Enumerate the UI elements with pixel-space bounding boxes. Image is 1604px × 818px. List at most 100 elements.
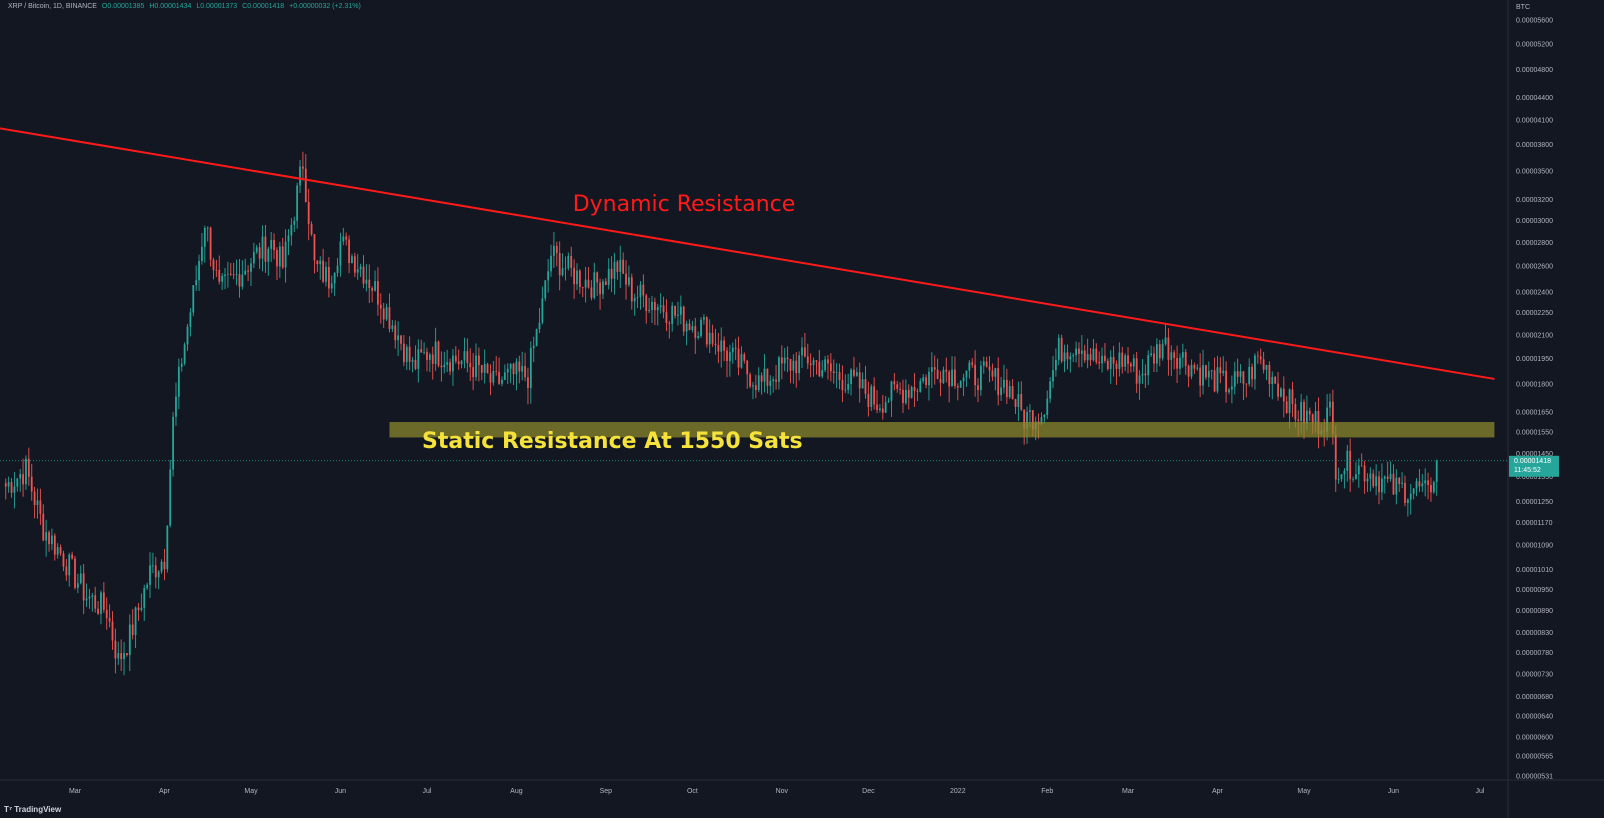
- candle-body: [593, 272, 596, 298]
- candle-body: [783, 357, 786, 364]
- candle-body: [590, 287, 593, 298]
- candle-body: [985, 361, 988, 367]
- candle-body: [1063, 352, 1066, 362]
- candle-body: [391, 325, 394, 329]
- candle-body: [1242, 371, 1245, 384]
- candle-body: [1415, 481, 1418, 489]
- candle-body: [512, 363, 515, 375]
- tradingview-logo[interactable]: T⁷ TradingView: [4, 805, 61, 814]
- candle-body: [316, 260, 319, 265]
- candle-body: [694, 326, 697, 338]
- candle-body: [88, 596, 91, 599]
- candle-body: [1412, 488, 1415, 494]
- candle-body: [379, 304, 382, 309]
- dynamic-resistance-line: [0, 127, 1495, 380]
- candle-body: [829, 363, 832, 372]
- candle-body: [267, 248, 270, 262]
- candle-body: [636, 297, 639, 298]
- candle-body: [4, 483, 7, 487]
- candle-body: [472, 367, 475, 377]
- candle-body: [792, 360, 795, 371]
- candle-body: [428, 354, 431, 360]
- candle-body: [85, 598, 88, 601]
- candle-body: [163, 561, 166, 570]
- candle-body: [420, 349, 423, 353]
- candle-body: [801, 347, 803, 356]
- candle-body: [685, 323, 688, 332]
- candle-body: [278, 246, 281, 267]
- candle-body: [192, 285, 195, 313]
- candle-body: [827, 359, 829, 364]
- candle-body: [714, 343, 717, 345]
- price-tick-label: 0.00002250: [1516, 310, 1553, 317]
- candle-body: [1210, 370, 1213, 372]
- candle-body: [535, 329, 538, 346]
- candle-body: [160, 561, 163, 572]
- candle-body: [1101, 355, 1103, 364]
- candle-body: [290, 224, 293, 236]
- candle-body: [789, 359, 792, 371]
- candle-body: [1158, 344, 1161, 359]
- candle-body: [515, 361, 518, 375]
- candle-body: [607, 268, 610, 286]
- candle-body: [1179, 357, 1181, 369]
- static-resistance-label: Static Resistance At 1550 Sats: [422, 429, 803, 454]
- candle-body: [131, 624, 134, 636]
- candle-body: [1216, 367, 1219, 392]
- candle-body: [45, 532, 48, 541]
- candle-body: [503, 372, 506, 380]
- candle-body: [544, 280, 547, 299]
- candle-body: [362, 266, 365, 284]
- candle-body: [1173, 352, 1176, 358]
- brand-label: TradingView: [14, 805, 62, 814]
- candle-body: [760, 375, 763, 382]
- candle-body: [824, 359, 826, 371]
- candle-body: [359, 266, 362, 270]
- candle-body: [1138, 375, 1141, 384]
- candle-body: [143, 588, 146, 608]
- candle-body: [610, 268, 613, 279]
- candle-body: [818, 361, 821, 377]
- candle-body: [56, 547, 59, 555]
- candle-body: [172, 416, 174, 470]
- candle-body: [423, 351, 425, 353]
- candle-body: [749, 374, 751, 387]
- candles-layer: [4, 151, 1438, 676]
- price-tick-label: 0.00004100: [1516, 118, 1553, 125]
- candle-body: [1118, 352, 1121, 369]
- candle-body: [1357, 465, 1360, 475]
- candle-body: [1055, 359, 1057, 371]
- candle-body: [302, 166, 304, 169]
- candle-body: [440, 365, 443, 368]
- candle-body: [1205, 365, 1207, 378]
- candle-body: [1193, 364, 1196, 369]
- candle-body: [832, 371, 835, 373]
- candle-body: [1271, 376, 1274, 385]
- candle-body: [1112, 356, 1115, 364]
- candle-body: [224, 274, 226, 277]
- candle-body: [59, 547, 62, 554]
- candle-body: [273, 239, 275, 251]
- candle-body: [728, 352, 731, 362]
- candle-body: [1089, 354, 1092, 361]
- candle-body: [183, 344, 186, 364]
- candle-body: [1372, 473, 1375, 487]
- candle-body: [1265, 364, 1268, 370]
- time-tick-label: Nov: [776, 788, 789, 795]
- candle-body: [1049, 381, 1052, 399]
- candle-body: [126, 653, 128, 656]
- candle-body: [907, 389, 910, 398]
- candle-body: [322, 260, 325, 282]
- candle-body: [674, 305, 676, 316]
- candle-body: [734, 347, 737, 349]
- candle-body: [327, 266, 330, 289]
- candle-body: [1202, 365, 1204, 386]
- candle-body: [97, 608, 99, 614]
- candle-body: [553, 245, 555, 256]
- candle-body: [1153, 353, 1155, 364]
- candle-body: [1363, 465, 1366, 482]
- open-value: O0.00001385: [101, 3, 145, 10]
- candle-body: [264, 236, 267, 262]
- candle-body: [1080, 350, 1083, 354]
